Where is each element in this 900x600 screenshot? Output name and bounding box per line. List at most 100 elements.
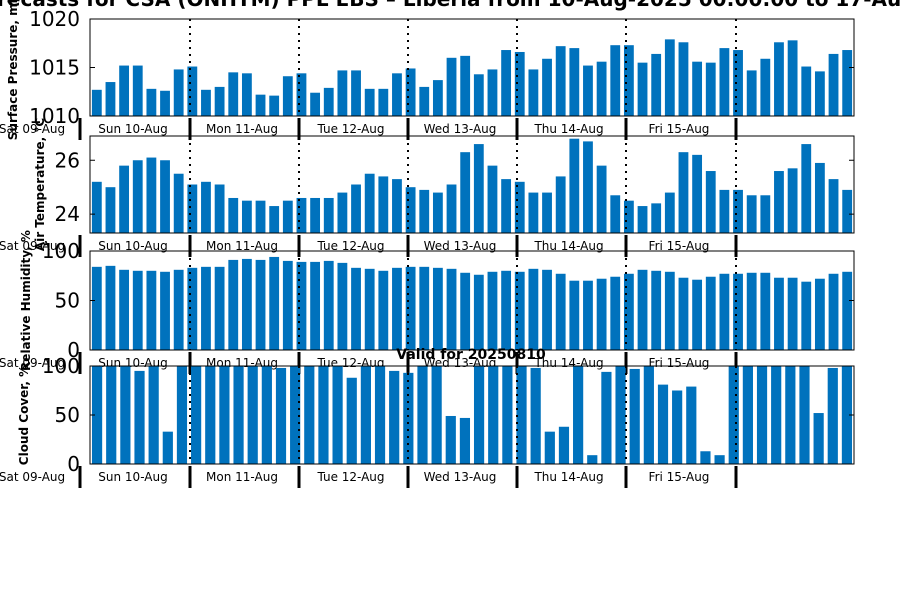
bar	[364, 88, 375, 116]
x-tick-label: Tue 12-Aug	[316, 122, 384, 136]
bar	[774, 42, 784, 116]
bar	[664, 39, 675, 117]
bar	[160, 90, 170, 116]
bar	[241, 200, 252, 233]
bar	[364, 173, 375, 233]
y-tick-label: 1010	[29, 104, 80, 128]
bar	[134, 370, 145, 464]
bar	[569, 48, 580, 116]
bar	[555, 46, 566, 116]
bar	[148, 366, 159, 464]
bar	[187, 66, 198, 116]
bar	[787, 277, 798, 350]
bar	[787, 168, 798, 233]
bar	[678, 152, 689, 233]
chart-panels: 1010 1015 1020 Sat 09-Aug Sun 10-Aug Mon 11-A…	[0, 0, 855, 488]
bar	[746, 272, 757, 350]
bar	[431, 366, 442, 464]
bar	[728, 366, 739, 464]
bar	[173, 69, 184, 116]
bar	[719, 273, 730, 350]
bar	[105, 82, 116, 116]
bar	[528, 192, 539, 233]
bar	[785, 366, 796, 464]
bar	[705, 171, 716, 233]
bar	[374, 366, 386, 464]
bar	[296, 197, 307, 233]
bar	[664, 271, 675, 350]
bar	[842, 271, 853, 350]
bar	[228, 259, 239, 350]
bar	[162, 431, 173, 464]
bar	[91, 89, 102, 116]
bar	[583, 65, 593, 116]
x-tick-label: Thu 14-Aug	[533, 239, 603, 253]
bar	[91, 266, 102, 350]
bar	[105, 187, 116, 233]
y-axis-label: Air Temperature, °C	[33, 118, 47, 252]
bar	[828, 53, 839, 116]
bar	[610, 195, 621, 233]
bar	[445, 415, 456, 464]
bar	[760, 195, 771, 233]
bar	[516, 366, 527, 464]
bar	[459, 417, 471, 464]
bar	[801, 144, 812, 233]
bar	[378, 270, 389, 350]
bar	[233, 366, 244, 464]
bar	[351, 184, 361, 233]
bar	[487, 69, 498, 116]
bar	[332, 366, 343, 464]
bar	[346, 377, 357, 464]
bar	[241, 73, 252, 116]
bar	[432, 267, 443, 350]
bar	[678, 277, 689, 350]
bar	[419, 266, 430, 350]
x-tick-label: Wed 13-Aug	[424, 470, 497, 484]
x-tick-label: Fri 15-Aug	[649, 356, 710, 370]
x-tick-label: Fri 15-Aug	[649, 239, 710, 253]
bar	[514, 181, 525, 233]
bar	[651, 203, 662, 233]
bar	[651, 53, 662, 116]
bar	[318, 366, 329, 464]
bar	[501, 179, 512, 233]
bar	[191, 366, 202, 464]
bar	[623, 45, 634, 116]
bar	[419, 189, 430, 233]
bar	[360, 366, 371, 464]
x-tick-label: Tue 12-Aug	[316, 239, 384, 253]
bar	[378, 88, 389, 116]
bar	[132, 160, 143, 233]
bar	[187, 184, 198, 233]
bar	[637, 206, 648, 233]
bar	[774, 171, 784, 233]
panel-2: 24 26 Sat 09-Aug Sun 10-Aug Mon 11-Aug Tue 12…	[0, 118, 855, 257]
bar	[351, 267, 361, 350]
bar	[106, 366, 117, 464]
bar	[813, 413, 824, 464]
y-tick-label: 50	[55, 403, 80, 427]
bar	[241, 258, 252, 350]
bar	[542, 58, 552, 116]
y-tick-label: 0	[67, 338, 80, 362]
bar	[392, 73, 402, 116]
bar	[530, 367, 541, 464]
bar	[569, 138, 580, 233]
bar	[719, 48, 730, 116]
bar	[228, 197, 239, 233]
bar	[446, 268, 457, 350]
bar	[827, 367, 838, 464]
bar	[132, 65, 143, 116]
bar	[760, 58, 771, 116]
bar	[569, 280, 580, 350]
bar	[542, 269, 552, 350]
plot-frame	[89, 135, 855, 234]
x-tick-label: Mon 11-Aug	[206, 122, 278, 136]
bar	[269, 206, 280, 233]
bar	[814, 71, 825, 116]
bar	[132, 270, 143, 350]
bar	[160, 160, 170, 233]
bar	[323, 260, 334, 350]
